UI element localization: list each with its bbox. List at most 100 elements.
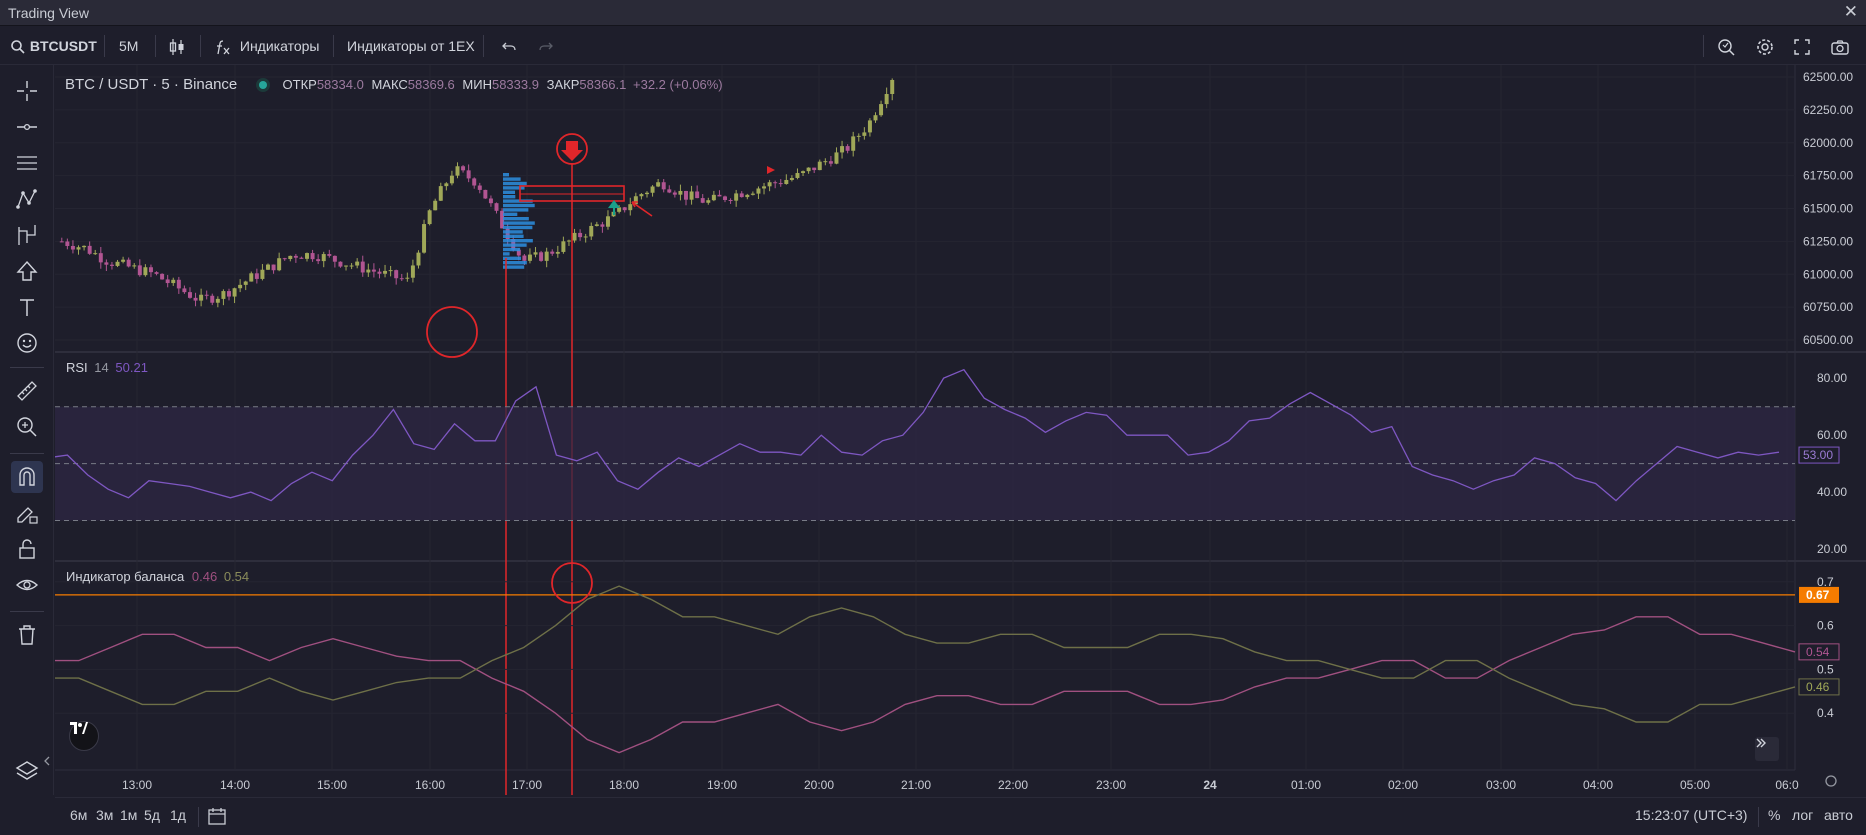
candle-body (734, 193, 739, 201)
close-icon[interactable]: ✕ (1843, 2, 1858, 21)
symbol-search[interactable]: BTCUSDT (10, 27, 97, 65)
zoom-in-icon (17, 417, 37, 437)
range-button[interactable]: 1м (120, 807, 138, 823)
undo-button[interactable] (500, 27, 518, 65)
range-button[interactable]: 5д (144, 807, 160, 823)
layers-icon (15, 761, 39, 780)
candle-body (466, 170, 471, 179)
toolbar-divider (10, 367, 44, 368)
settings-button[interactable] (1755, 27, 1775, 65)
percent-toggle[interactable]: % (1768, 807, 1781, 823)
zoom-icon (1718, 39, 1735, 56)
goto-date-button[interactable] (207, 806, 227, 829)
screenshot-button[interactable] (1830, 27, 1850, 65)
toolbar-divider (1758, 807, 1759, 827)
time-axis-label: 20:00 (804, 778, 834, 792)
time-axis-label: 18:00 (609, 778, 639, 792)
high-key: МАКС (371, 77, 408, 92)
lock-tool[interactable] (11, 533, 43, 565)
balance-value-2: 0.54 (223, 569, 250, 584)
range-button[interactable]: 1д (170, 807, 186, 823)
chart-type-button[interactable] (168, 27, 186, 65)
candle-body (773, 182, 778, 184)
time-axis-label: 04:00 (1583, 778, 1613, 792)
candle-body (723, 196, 727, 200)
balance-legend[interactable]: Индикатор баланса 0.46 0.54 (66, 569, 249, 584)
candle-body (299, 257, 304, 259)
pattern-tool[interactable] (11, 183, 43, 215)
candle-body (600, 224, 605, 227)
volume-profile-bar (503, 203, 535, 208)
candle-body (806, 167, 811, 172)
emoji-tool[interactable] (11, 327, 43, 359)
interval-button[interactable]: 5M (119, 38, 139, 54)
log-toggle[interactable]: лог (1792, 807, 1814, 823)
indicators-button[interactable]: Индикаторы (214, 27, 319, 65)
symbol-title[interactable]: BTC / USDT · 5 · Binance (65, 76, 238, 93)
projection-tool[interactable] (11, 219, 43, 251)
candle-body (215, 298, 220, 303)
price-axis-label: 62500.00 (1803, 70, 1853, 84)
candle-body (288, 255, 293, 260)
balance-badge-a (1798, 643, 1840, 661)
clock-readout[interactable]: 15:23:07 (UTC+3) (1635, 807, 1748, 823)
candle-body (327, 254, 332, 256)
auto-toggle[interactable]: авто (1824, 807, 1853, 823)
fullscreen-button[interactable] (1793, 27, 1811, 65)
candle-body (316, 259, 321, 262)
candle-body (249, 273, 254, 282)
text-tool[interactable] (11, 291, 43, 323)
candle-body (438, 186, 443, 201)
crosshair-tool[interactable] (11, 75, 43, 107)
trendline-tool[interactable] (11, 111, 43, 143)
candle-body (355, 261, 360, 266)
volume-profile-bar (503, 177, 521, 181)
lock-drawings-mode-tool[interactable] (11, 497, 43, 529)
tradingview-logo[interactable] (69, 721, 99, 751)
balance-level-value: 0.67 (1806, 588, 1830, 602)
remove-drawings-tool[interactable] (11, 619, 43, 651)
candle-body (444, 183, 449, 187)
balance-axis-label: 0.7 (1817, 575, 1834, 589)
top-toolbar: BTCUSDT 5M Индикаторы Индикаторы от 1EX (0, 27, 1866, 65)
quick-search-button[interactable] (1717, 27, 1737, 65)
chart-area[interactable]: 62500.00 62250.00 62000.00 61750.00 61500.00… (44, 65, 1866, 795)
channel-tool[interactable] (11, 147, 43, 179)
zoom-tool[interactable] (11, 411, 43, 443)
candle-body (305, 253, 309, 259)
measure-tool[interactable] (11, 375, 43, 407)
candle-body (98, 253, 103, 263)
axis-settings-icon (1825, 775, 1837, 787)
annotation-circle (426, 306, 478, 358)
candle-body (399, 278, 404, 280)
candle-body (890, 79, 895, 94)
buy-arrow-icon (608, 200, 620, 215)
collapse-left-button[interactable] (43, 755, 55, 773)
candle-body (583, 236, 588, 238)
toolbar-divider (10, 453, 44, 454)
time-axis-label: 06:0 (1775, 778, 1799, 792)
candle-body (193, 297, 198, 301)
title-bar: Trading View ✕ (0, 0, 1866, 26)
indicators-1ex-button[interactable]: Индикаторы от 1EX (347, 38, 475, 54)
volume-profile-bar (503, 212, 518, 216)
scroll-to-latest-button[interactable] (1755, 737, 1779, 761)
close-key: ЗАКР (546, 77, 580, 92)
shapes-tool[interactable] (11, 255, 43, 287)
price-axis-label: 61000.00 (1803, 267, 1853, 281)
ruler-icon (17, 381, 37, 401)
rsi-legend[interactable]: RSI 14 50.21 (66, 360, 148, 375)
magnet-tool[interactable] (11, 461, 43, 493)
hide-drawings-tool[interactable] (11, 569, 43, 601)
price-axis-label: 62250.00 (1803, 103, 1853, 117)
volume-profile-bar (503, 190, 516, 194)
time-axis-label: 17:00 (512, 778, 542, 792)
low-value: 58333.9 (491, 77, 539, 92)
object-tree-tool[interactable] (11, 755, 43, 787)
range-button[interactable]: 6м (70, 807, 88, 823)
range-button[interactable]: 3м (96, 807, 114, 823)
balance-axis-label: 0.5 (1817, 662, 1834, 676)
candle-body (422, 224, 427, 253)
chart-canvas[interactable]: 62500.00 62250.00 62000.00 61750.00 61500.00… (55, 65, 1866, 795)
redo-button[interactable] (537, 27, 555, 65)
